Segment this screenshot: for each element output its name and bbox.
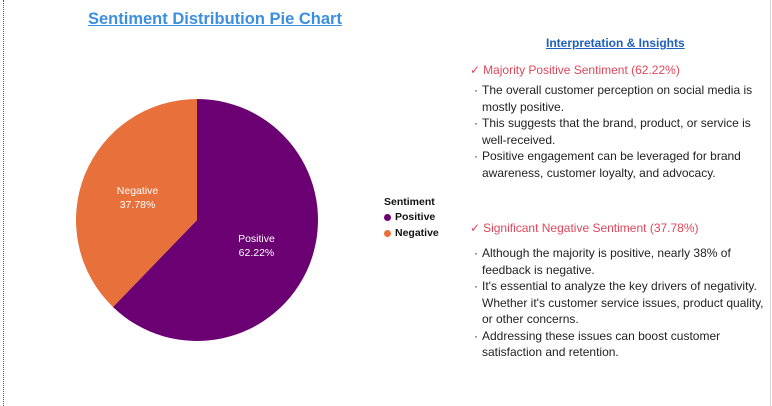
insight-point: · Positive engagement can be leveraged fo… (470, 148, 768, 181)
insight-list-positive: · The overall customer perception on soci… (470, 82, 768, 181)
insight-point: · Although the majority is positive, near… (470, 245, 768, 278)
right-border (770, 0, 771, 406)
insight-point: · It's essential to analyze the key drive… (470, 278, 768, 328)
pie-slice-negative (76, 98, 197, 308)
check-icon: ✓ (470, 63, 481, 77)
insight-point-text: The overall customer perception on socia… (482, 83, 753, 114)
check-icon: ✓ (470, 221, 481, 235)
bullet-icon: · (474, 246, 478, 260)
slice-label-value: 62.22% (239, 247, 275, 259)
insight-section-negative: ✓ Significant Negative Sentiment (37.78%)… (470, 220, 768, 361)
bullet-icon: · (474, 149, 478, 163)
insight-point-text: This suggests that the brand, product, o… (482, 116, 751, 147)
legend-title: Sentiment (384, 196, 435, 208)
legend-label-negative: Negative (395, 227, 439, 239)
insight-point: · The overall customer perception on soci… (470, 82, 768, 115)
chart-title: Sentiment Distribution Pie Chart (88, 10, 342, 28)
slice-label-name: Positive (238, 233, 275, 245)
legend-item-positive: Positive (384, 211, 439, 223)
legend-label-positive: Positive (395, 211, 436, 223)
pie-chart: Positive 62.22% Negative 37.78% (76, 98, 318, 341)
bullet-icon: · (474, 116, 478, 130)
slice-label-value: 37.78% (120, 199, 156, 211)
insight-point-text: Positive engagement can be leveraged for… (482, 149, 741, 180)
insight-heading-negative: ✓ Significant Negative Sentiment (37.78%) (470, 220, 768, 236)
legend-swatch-positive (384, 213, 391, 221)
insight-list-negative: · Although the majority is positive, near… (470, 245, 768, 361)
pie-slice-positive (112, 99, 318, 341)
bullet-icon: · (474, 279, 478, 293)
insight-heading-positive: ✓ Majority Positive Sentiment (62.22%) (470, 62, 768, 78)
slice-label-name: Negative (117, 185, 159, 197)
insight-point-text: Although the majority is positive, nearl… (482, 246, 731, 277)
chart-legend: Sentiment Positive Negative (384, 196, 439, 243)
legend-swatch-negative (384, 229, 391, 237)
insight-point-text: Addressing these issues can boost custom… (482, 328, 721, 360)
bullet-icon: · (474, 328, 478, 343)
insight-section-positive: ✓ Majority Positive Sentiment (62.22%) · T… (470, 62, 768, 181)
insight-heading-text: Majority Positive Sentiment (62.22%) (483, 63, 680, 77)
insight-point: · This suggests that the brand, product, … (470, 115, 768, 148)
bullet-icon: · (474, 83, 478, 97)
insights-title: Interpretation & Insights (546, 36, 685, 50)
left-dotted-border (3, 0, 4, 406)
insight-point-text: It's essential to analyze the key driver… (482, 279, 764, 326)
legend-item-negative: Negative (384, 227, 439, 239)
insight-heading-text: Significant Negative Sentiment (37.78%) (483, 221, 699, 235)
insight-point: · Addressing these issues can boost custo… (470, 328, 768, 361)
